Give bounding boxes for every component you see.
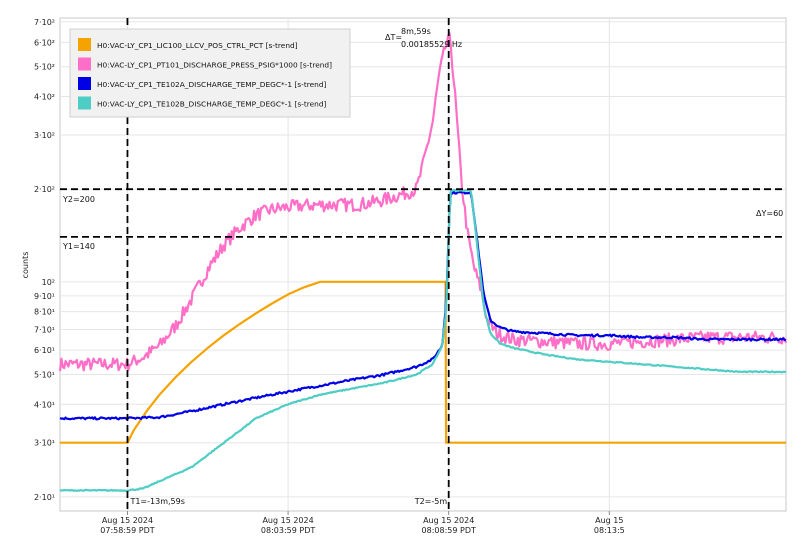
y-tick-label: 7·10¹ <box>34 325 55 334</box>
x-tick-time: 07:58:59 PDT <box>100 526 154 535</box>
y-tick-label: 9·10¹ <box>34 292 55 301</box>
y-tick-label: 5·10² <box>34 63 55 72</box>
legend-swatch <box>78 96 91 110</box>
series-line <box>58 32 788 372</box>
legend-swatch <box>78 77 91 90</box>
y-tick-label: 4·10² <box>34 93 55 102</box>
y-tick-label: 3·10¹ <box>34 439 55 448</box>
x-tick-time: 08:03:59 PDT <box>261 526 315 535</box>
x-tick-date: Aug 15 2024 <box>262 516 313 525</box>
delta-t-value: 8m,59s <box>401 27 431 36</box>
delta-t-frequency: 0.00185529 Hz <box>401 40 462 49</box>
y-tick-label: 10² <box>42 278 55 287</box>
y-tick-label: 2·10² <box>34 185 55 194</box>
y-tick-label: 5·10¹ <box>34 370 55 379</box>
x-tick-date: Aug 15 <box>595 516 623 525</box>
series-layer <box>58 32 788 492</box>
y-tick-label: 8·10¹ <box>34 308 55 317</box>
delta-y-label: ΔY=60 <box>756 209 783 218</box>
cursor-t1-label: T1=-13m,59s <box>129 497 184 506</box>
legend-swatch <box>78 38 91 51</box>
cursor-y2-label: Y2=200 <box>62 195 95 204</box>
delta-t-prefix: ΔT= <box>385 33 402 42</box>
x-tick-date: Aug 15 2024 <box>423 516 474 525</box>
cursor-layer: T1=-13m,59s T2=-5m Y1=140 Y2=200 ΔY=60 ΔT=8m,… <box>60 18 786 511</box>
legend-label: H0:VAC-LY_CP1_PT101_DISCHARGE_PRESS_PSIG… <box>97 61 332 70</box>
x-tick-date: Aug 15 2024 <box>102 516 153 525</box>
legend-swatch <box>78 57 91 71</box>
legend-label: H0:VAC-LY_CP1_TE102B_DISCHARGE_TEMP_DEGC… <box>97 100 327 109</box>
y-tick-label: 6·10¹ <box>34 346 55 355</box>
series-line <box>59 190 787 421</box>
y-axis: 2·10¹ 3·10¹ 4·10¹ 5·10¹ 6·10¹ 7·10¹ 8·10¹ 9·10¹… <box>34 18 55 502</box>
series-line <box>60 280 786 444</box>
y-tick-label: 2·10¹ <box>34 493 55 502</box>
x-tick-time: 08:08:59 PDT <box>422 526 476 535</box>
cursor-y1-label: Y1=140 <box>62 242 95 251</box>
y-axis-label: counts <box>21 252 30 279</box>
cursor-t2-label: T2=-5m <box>414 497 448 506</box>
y-tick-label: 3·10² <box>34 131 55 140</box>
series-line <box>59 189 787 492</box>
legend: H0:VAC-LY_CP1_LIC100_LLCV_POS_CTRL_PCT [… <box>69 28 351 118</box>
y-tick-label: 7·10² <box>34 18 55 27</box>
x-tick-time: 08:13:5 <box>594 526 625 535</box>
y-tick-label: 6·10² <box>34 38 55 47</box>
legend-label: H0:VAC-LY_CP1_LIC100_LLCV_POS_CTRL_PCT [… <box>97 41 298 50</box>
legend-label: H0:VAC-LY_CP1_TE102A_DISCHARGE_TEMP_DEGC… <box>97 80 327 89</box>
y-tick-label: 4·10¹ <box>34 400 55 409</box>
legend-box <box>69 28 351 118</box>
